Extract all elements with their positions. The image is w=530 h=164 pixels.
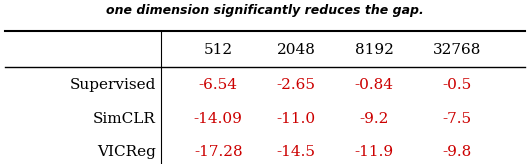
Text: -11.0: -11.0 [277,112,316,126]
Text: one dimension significantly reduces the gap.: one dimension significantly reduces the … [106,4,424,17]
Text: -17.28: -17.28 [194,145,243,159]
Text: 2048: 2048 [277,43,315,57]
Text: 32768: 32768 [433,43,481,57]
Text: -11.9: -11.9 [355,145,394,159]
Text: -6.54: -6.54 [199,78,238,92]
Text: VICReg: VICReg [97,145,156,159]
Text: SimCLR: SimCLR [93,112,156,126]
Text: -9.2: -9.2 [359,112,389,126]
Text: -14.5: -14.5 [277,145,316,159]
Text: -0.5: -0.5 [443,78,472,92]
Text: Supervised: Supervised [69,78,156,92]
Text: -0.84: -0.84 [355,78,394,92]
Text: -7.5: -7.5 [443,112,472,126]
Text: 512: 512 [204,43,233,57]
Text: -2.65: -2.65 [277,78,316,92]
Text: -14.09: -14.09 [194,112,243,126]
Text: 8192: 8192 [355,43,393,57]
Text: -9.8: -9.8 [443,145,472,159]
